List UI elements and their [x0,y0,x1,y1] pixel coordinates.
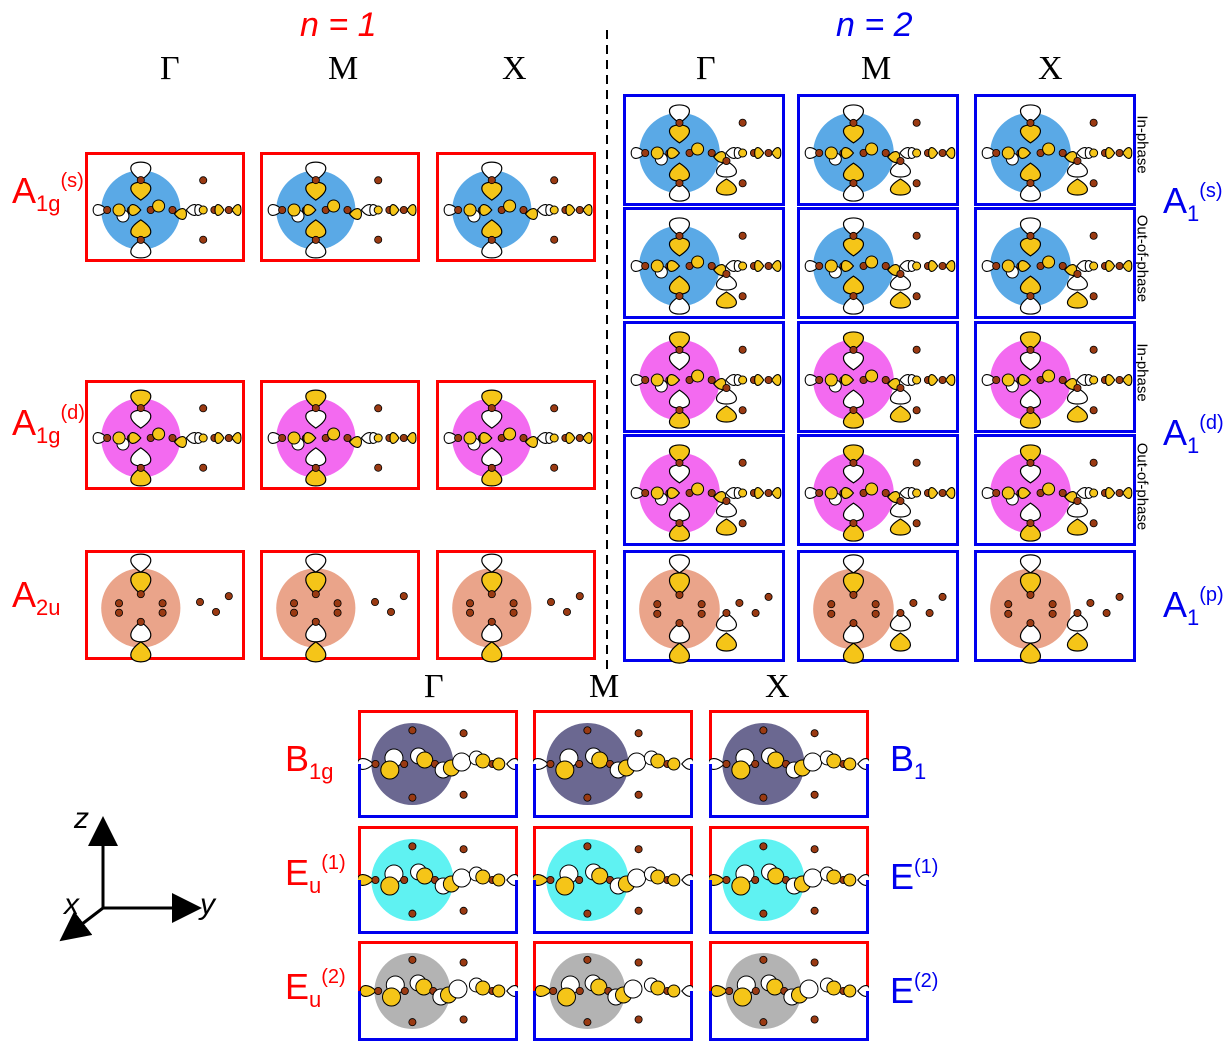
dashed-divider [606,30,608,670]
panel-e1-x [709,826,869,934]
n2-header: n = 2 [836,6,913,44]
panel-a1g-d-m [260,380,420,490]
kpoint-x-bottom: X [765,668,790,705]
kpoint-m-bottom: M [589,668,620,705]
label-a1-s: A1(s) [1163,180,1223,226]
panel-a1-d-in-x [974,321,1136,433]
panel-a1-d-in-gamma [623,321,785,433]
panel-a1-d-out-m [797,434,959,546]
panel-a1-p-m [797,550,959,664]
kpoint-gamma-bottom: Γ [424,668,444,705]
panel-a1-p-x [974,550,1136,664]
label-e1: E(1) [890,856,939,897]
label-eu1: Eu(1) [285,852,346,898]
panel-a1g-d-gamma [85,380,245,490]
panel-a1-d-in-m [797,321,959,433]
panel-a2u-gamma [85,550,245,663]
axis-label-z: z [74,802,89,835]
kpoint-m-n2: M [861,50,892,87]
label-a1g-s: A1g(s) [12,170,84,216]
panel-b1-gamma [358,710,518,818]
panel-e1-m [533,826,693,934]
panel-a1g-d-x [436,380,596,490]
label-e2: E(2) [890,970,939,1011]
panel-a1-d-out-gamma [623,434,785,546]
axes-icon [59,816,202,942]
label-a1g-d: A1g(d) [12,402,85,448]
kpoint-gamma-n2: Γ [696,50,716,87]
panel-a1g-s-m [260,152,420,262]
panel-b1-x [709,710,869,818]
panel-b1-m [533,710,693,818]
panel-e1-gamma [358,826,518,934]
kpoint-x-n2: X [1038,50,1063,87]
panel-a1g-s-x [436,152,596,262]
n1-header: n = 1 [300,6,377,44]
label-a1-p: A1(p) [1163,584,1223,630]
panel-a1-s-in-gamma [623,94,785,206]
axis-label-y: y [200,888,215,921]
panel-a1-s-out-x [974,207,1136,319]
label-eu2: Eu(2) [285,966,346,1012]
label-b1g: B1g [285,738,334,784]
panel-e2-gamma [358,941,518,1041]
kpoint-gamma-n1: Γ [160,50,180,87]
kpoint-x-n1: X [502,50,527,87]
panel-a1-s-out-gamma [623,207,785,319]
label-b1: B1 [890,738,927,784]
panel-a1-s-in-x [974,94,1136,206]
panel-a1-p-gamma [623,550,785,664]
panel-a2u-m [260,550,420,663]
panel-a1-d-out-x [974,434,1136,546]
kpoint-m-n1: M [328,50,359,87]
label-a2u: A2u [12,574,61,620]
panel-a2u-x [436,550,596,663]
panel-a1g-s-gamma [85,152,245,262]
panel-a1-s-out-m [797,207,959,319]
panel-e2-m [533,941,693,1041]
panel-a1-s-in-m [797,94,959,206]
panel-e2-x [709,941,869,1041]
label-a1-d: A1(d) [1163,412,1223,458]
axis-label-x: x [64,888,79,921]
